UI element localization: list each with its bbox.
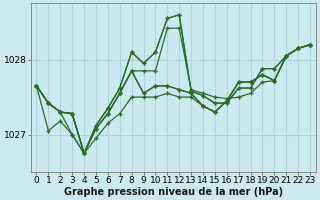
X-axis label: Graphe pression niveau de la mer (hPa): Graphe pression niveau de la mer (hPa) [64, 187, 283, 197]
